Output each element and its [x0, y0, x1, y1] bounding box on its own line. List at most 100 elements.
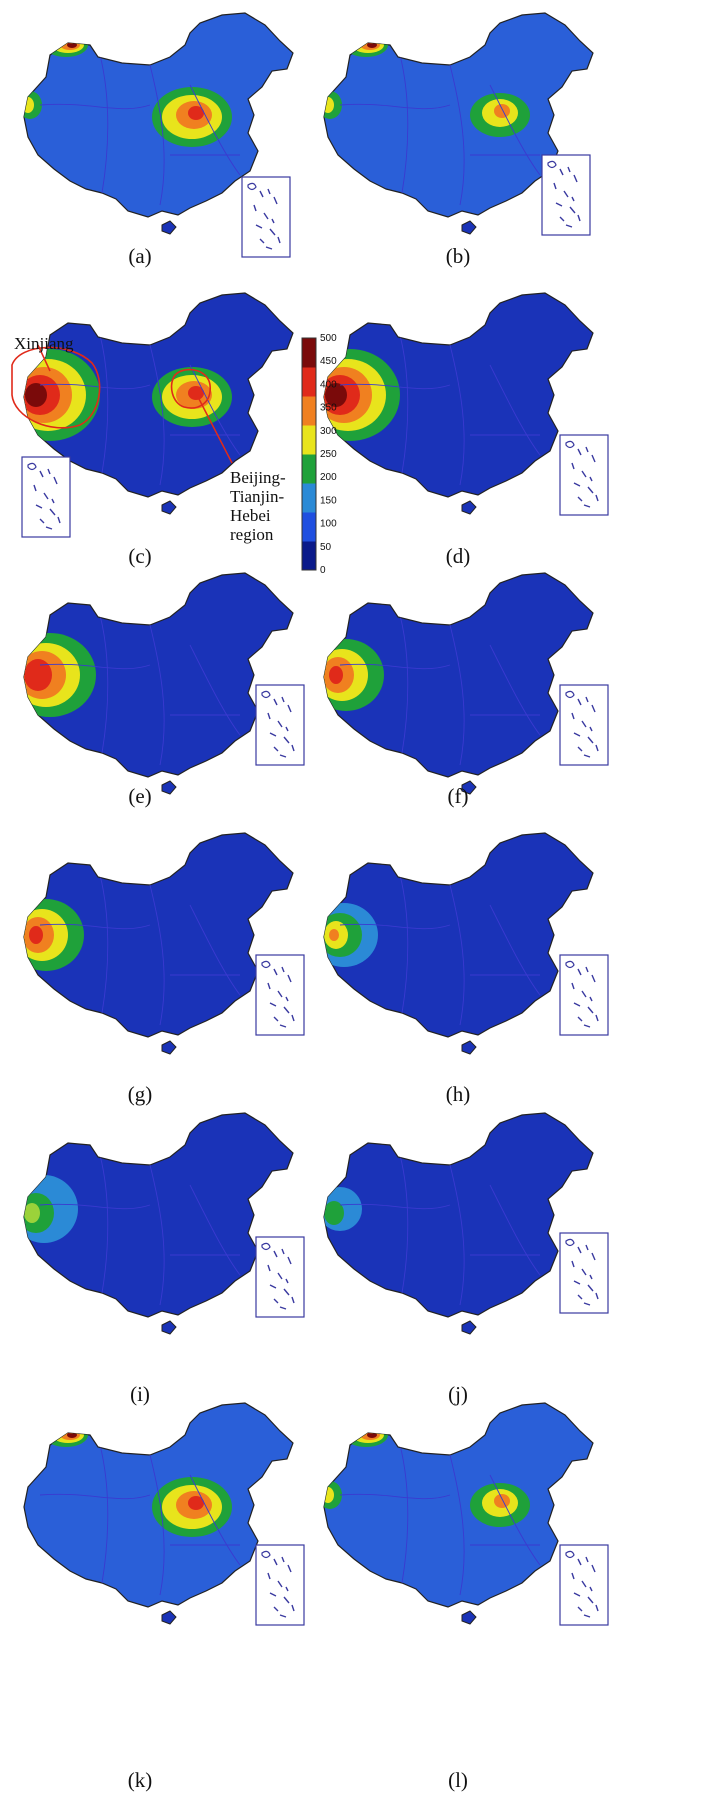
- colorbar-swatch: [302, 483, 316, 513]
- province-boundaries: [39, 874, 241, 1026]
- map-panel-k: [23, 1402, 305, 1626]
- hotspot-xinjiang-north: [44, 33, 88, 57]
- hainan-island: [461, 1040, 477, 1055]
- hotspot-bth-small: [470, 93, 530, 137]
- colorbar-tick-label: 500: [320, 333, 337, 344]
- colorbar-swatch: [302, 541, 316, 571]
- hotspots-g: [24, 899, 84, 971]
- bth-pointer: [197, 396, 233, 464]
- colorbar-tick-label: 250: [320, 449, 337, 460]
- panel-caption-e: (e): [128, 784, 152, 808]
- panel-caption-d: (d): [445, 544, 471, 568]
- province-boundaries: [339, 874, 541, 1026]
- hainan-island: [161, 1040, 177, 1055]
- province-boundaries: [339, 54, 541, 206]
- xinjiang-label: Xinjiang: [14, 334, 74, 353]
- hotspot-xinjiang-west: [324, 1481, 342, 1509]
- panel-caption-k: (k): [127, 1768, 153, 1792]
- panel-caption-a: (a): [128, 244, 152, 268]
- hotspot-bth: [152, 1477, 232, 1537]
- bth-label-line1: Beijing-: [230, 468, 286, 487]
- south-china-sea-inset: [559, 954, 609, 1036]
- colorbar-tick-label: 350: [320, 403, 337, 414]
- map-panel-g: [23, 832, 305, 1055]
- province-boundaries: [39, 1444, 241, 1596]
- colorbar-tick-label: 150: [320, 495, 337, 506]
- province-boundaries: [339, 614, 541, 766]
- panel-caption-g: (g): [127, 1082, 153, 1106]
- south-china-sea-inset: [255, 1544, 305, 1626]
- colorbar-swatch: [302, 512, 316, 542]
- colorbar-tick-label: 300: [320, 426, 337, 437]
- hotspot-bth: [152, 87, 232, 147]
- colorbar-swatch: [302, 425, 316, 455]
- colorbar-tick-label: 400: [320, 379, 337, 390]
- hainan-island: [161, 220, 177, 235]
- hotspots-i: [24, 1175, 78, 1243]
- panel-caption-c: (c): [128, 544, 152, 568]
- south-china-sea-inset: [559, 684, 609, 766]
- map-panel-e: [23, 572, 305, 795]
- bth-region-label: Beijing- Tianjin- Hebei region: [230, 468, 286, 544]
- hainan-island: [461, 500, 477, 515]
- bth-label-line2: Tianjin-: [230, 487, 285, 506]
- hotspots-f: [324, 639, 384, 711]
- hainan-island: [461, 1320, 477, 1335]
- province-boundaries: [39, 54, 241, 206]
- map-panel-b: [323, 12, 594, 236]
- map-panel-h: [323, 832, 609, 1055]
- map-panel-d: [323, 292, 609, 516]
- province-boundaries: [339, 334, 541, 486]
- hotspot-xinjiang-faint: [324, 1187, 362, 1231]
- south-china-sea-inset: [541, 154, 591, 236]
- hotspots-h: [324, 903, 378, 967]
- map-panel-i: [23, 1112, 305, 1335]
- colorbar-tick-label: 200: [320, 472, 337, 483]
- colorbar-swatch: [302, 338, 316, 368]
- panel-caption-b: (b): [445, 244, 471, 268]
- hainan-island: [161, 1320, 177, 1335]
- hotspot-xinjiang-low: [324, 903, 378, 967]
- hotspot-xinjiang-north: [344, 33, 388, 57]
- colorbar-swatch: [302, 396, 316, 426]
- hotspots-j: [324, 1187, 362, 1231]
- hotspot-xinjiang-north: [44, 1423, 88, 1447]
- hotspot-xinjiang-mid: [24, 899, 84, 971]
- province-boundaries: [39, 1154, 241, 1306]
- colorbar-tick-label: 450: [320, 356, 337, 367]
- hainan-island: [461, 220, 477, 235]
- hotspot-xinjiang-high: [24, 633, 96, 717]
- bth-outline: [170, 368, 211, 409]
- south-china-sea-inset: [255, 1236, 305, 1318]
- hotspot-xinjiang-west: [24, 91, 42, 119]
- panel-caption-h: (h): [445, 1082, 471, 1106]
- map-panel-c: [11, 292, 294, 538]
- map-panel-f: [323, 572, 609, 795]
- panel-caption-i: (i): [130, 1382, 150, 1406]
- hotspot-xinjiang-mid: [324, 639, 384, 711]
- hainan-island: [161, 1610, 177, 1625]
- map-panel-a: [23, 12, 294, 258]
- south-china-sea-inset: [559, 1544, 609, 1626]
- hotspot-bth: [152, 367, 232, 427]
- xinjiang-outline: [11, 346, 101, 429]
- panel-caption-j: (j): [448, 1382, 468, 1406]
- bth-label-line4: region: [230, 525, 274, 544]
- hotspot-bth-small: [470, 1483, 530, 1527]
- province-boundaries: [339, 1444, 541, 1596]
- hotspot-xinjiang-north: [344, 1423, 388, 1447]
- south-china-sea-inset: [21, 456, 71, 538]
- hotspot-xinjiang-green: [24, 1175, 78, 1243]
- hainan-island: [161, 500, 177, 515]
- south-china-sea-inset: [255, 684, 305, 766]
- hotspots-e: [24, 633, 96, 717]
- south-china-sea-inset: [559, 434, 609, 516]
- province-boundaries: [339, 1154, 541, 1306]
- panel-caption-l: (l): [448, 1768, 468, 1792]
- china-map-j: [323, 1112, 594, 1318]
- china-map-l: [323, 1402, 594, 1608]
- south-china-sea-inset: [255, 954, 305, 1036]
- map-panel-j: [323, 1112, 609, 1335]
